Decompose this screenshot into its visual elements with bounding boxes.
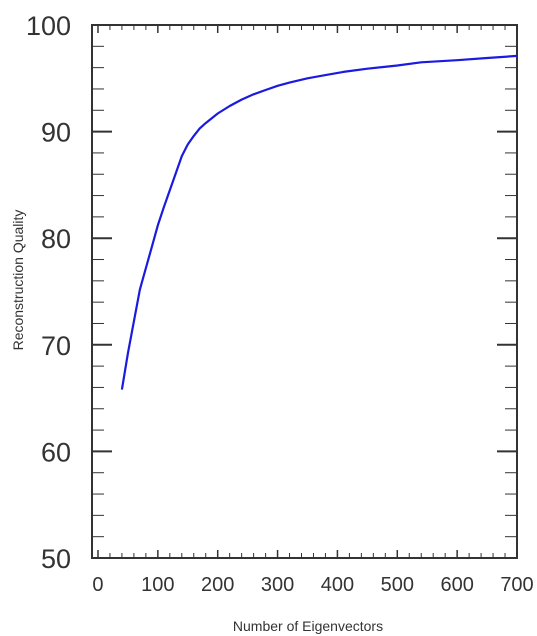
ticks — [92, 24, 518, 559]
x-tick-label: 400 — [321, 574, 354, 596]
y-axis-label: Reconstruction Quality — [10, 210, 26, 351]
series-line — [120, 54, 518, 390]
x-tick-label: 200 — [201, 574, 234, 596]
y-tick-label: 80 — [41, 224, 71, 254]
x-tick-labels: 0 100 200 300 400 500 600 700 — [92, 574, 533, 596]
y-tick-label: 90 — [41, 118, 71, 148]
x-tick-label: 700 — [500, 574, 533, 596]
x-tick-label: 300 — [261, 574, 294, 596]
y-tick-label: 50 — [41, 544, 71, 574]
plot-frame — [91, 24, 518, 559]
y-tick-label: 100 — [26, 11, 71, 41]
y-tick-labels: 50 60 70 80 90 100 — [26, 11, 71, 574]
x-tick-label: 600 — [440, 574, 473, 596]
x-tick-label: 0 — [92, 574, 103, 596]
y-tick-label: 70 — [41, 331, 71, 361]
y-tick-label: 60 — [41, 437, 71, 467]
x-tick-label: 100 — [141, 574, 174, 596]
x-tick-label: 500 — [381, 574, 414, 596]
x-axis-label: Number of Eigenvectors — [233, 618, 383, 634]
series-layer — [120, 54, 518, 390]
